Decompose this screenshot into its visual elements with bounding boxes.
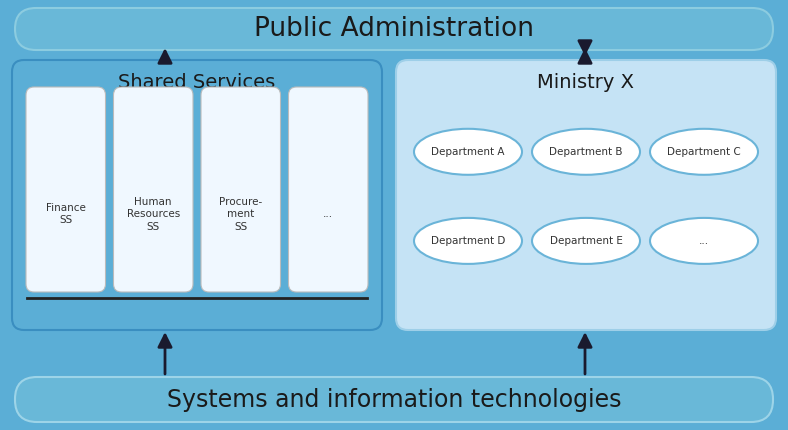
Ellipse shape: [532, 129, 640, 175]
Text: Department B: Department B: [549, 147, 623, 157]
Ellipse shape: [650, 218, 758, 264]
Text: ...: ...: [323, 209, 333, 219]
Ellipse shape: [650, 129, 758, 175]
FancyBboxPatch shape: [5, 5, 783, 425]
FancyBboxPatch shape: [288, 87, 368, 292]
Ellipse shape: [414, 129, 522, 175]
FancyBboxPatch shape: [15, 377, 773, 422]
FancyBboxPatch shape: [201, 87, 281, 292]
Ellipse shape: [532, 218, 640, 264]
Text: Public Administration: Public Administration: [254, 16, 534, 42]
Text: Department A: Department A: [431, 147, 505, 157]
Text: ...: ...: [699, 236, 709, 246]
Text: Systems and information technologies: Systems and information technologies: [167, 388, 621, 412]
Text: Department D: Department D: [431, 236, 505, 246]
Text: Human
Resources
SS: Human Resources SS: [127, 197, 180, 231]
FancyBboxPatch shape: [113, 87, 193, 292]
Text: Shared Services: Shared Services: [118, 73, 276, 92]
Text: Finance
SS: Finance SS: [46, 203, 86, 225]
Text: Ministry X: Ministry X: [537, 73, 634, 92]
Text: Procure-
ment
SS: Procure- ment SS: [219, 197, 262, 231]
FancyBboxPatch shape: [15, 8, 773, 50]
FancyBboxPatch shape: [12, 60, 382, 330]
Text: Department C: Department C: [667, 147, 741, 157]
Text: Department E: Department E: [549, 236, 623, 246]
Ellipse shape: [414, 218, 522, 264]
FancyBboxPatch shape: [26, 87, 106, 292]
FancyBboxPatch shape: [396, 60, 776, 330]
